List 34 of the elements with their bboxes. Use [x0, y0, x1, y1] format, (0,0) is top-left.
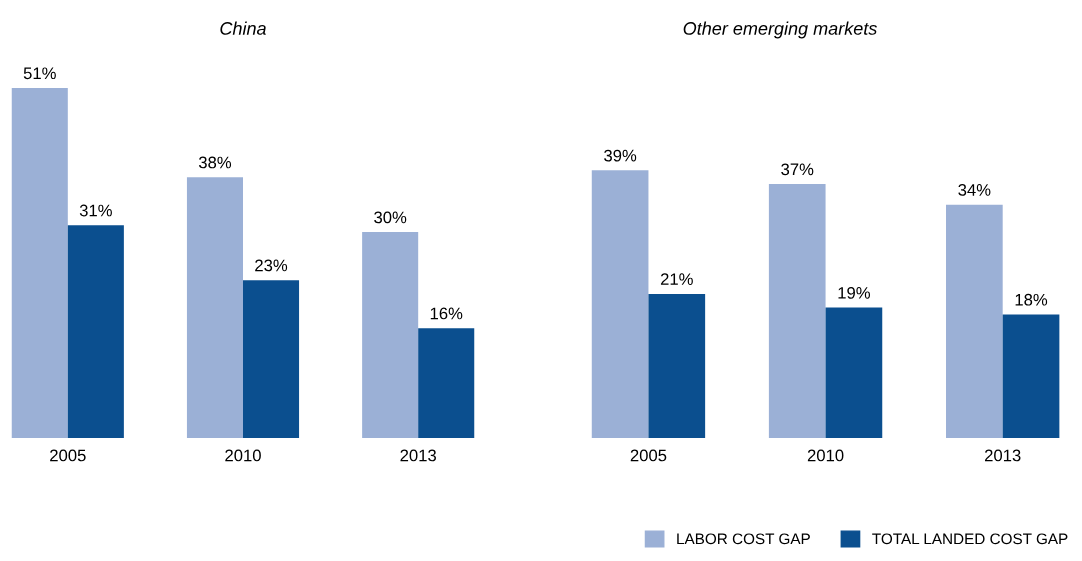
bar	[648, 293, 706, 438]
data-label: 38%	[198, 156, 232, 169]
data-label: 39%	[604, 149, 637, 162]
x-tick-label: 2005	[50, 449, 86, 462]
data-label: 21%	[660, 273, 693, 285]
x-tick-label: 2013	[400, 449, 436, 462]
x-tick-label: 2010	[225, 449, 261, 462]
bar	[825, 307, 883, 438]
data-label: 37%	[781, 163, 814, 176]
data-label: 31%	[79, 204, 112, 217]
bar	[186, 177, 243, 438]
bar	[11, 88, 68, 438]
data-label: 34%	[958, 184, 991, 196]
bar	[418, 328, 475, 438]
data-label: 23%	[255, 259, 288, 272]
data-label: 51%	[23, 67, 56, 80]
bar	[591, 170, 649, 438]
data-label: 30%	[374, 211, 407, 224]
data-label: 19%	[838, 286, 870, 299]
bar	[946, 204, 1003, 438]
bar	[67, 225, 124, 438]
x-tick-label: 2005	[630, 449, 667, 462]
bar	[362, 232, 419, 438]
legend-label: LABOR COST GAP	[677, 533, 810, 545]
bar	[768, 184, 826, 438]
legend-label: TOTAL LANDED COST GAP	[872, 533, 1068, 545]
bar	[243, 280, 300, 438]
chart-title: Other emerging markets	[683, 21, 877, 39]
bar	[1002, 314, 1060, 438]
x-tick-label: 2010	[807, 449, 844, 462]
chart-title: China	[220, 21, 266, 35]
data-label: 16%	[430, 307, 463, 320]
x-tick-label: 2013	[985, 449, 1021, 462]
data-label: 18%	[1015, 293, 1048, 306]
